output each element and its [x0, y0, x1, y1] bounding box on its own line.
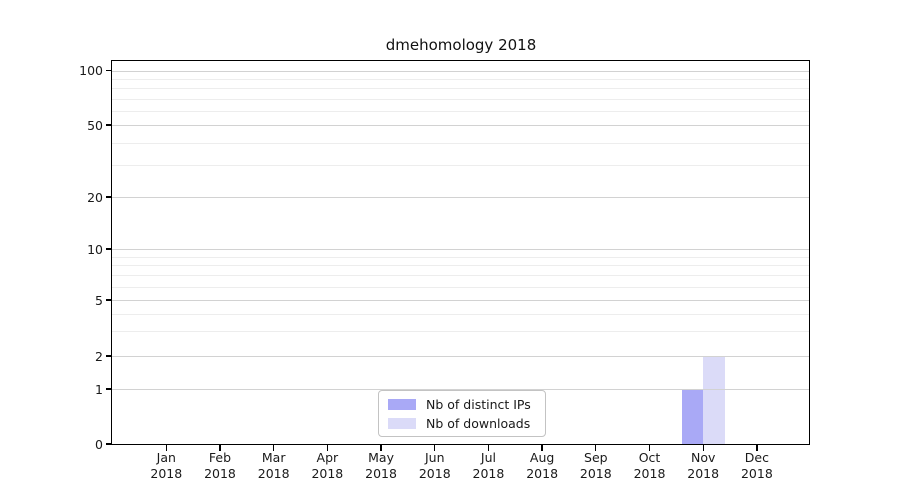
y-gridline-major [112, 300, 809, 301]
x-tick [541, 445, 543, 451]
y-tick [106, 248, 112, 250]
x-tick-label: Jan 2018 [131, 450, 201, 481]
legend: Nb of distinct IPs Nb of downloads [378, 390, 546, 437]
y-gridline-minor [112, 88, 809, 90]
x-tick-label-year: 2018 [311, 465, 344, 481]
y-tick-label: 50 [87, 117, 103, 133]
x-tick-label-month: Jun [424, 450, 445, 465]
x-tick [434, 445, 436, 451]
bar-distinct-ips [681, 389, 704, 444]
y-tick-label: 1 [95, 381, 103, 397]
x-tick-label-year: 2018 [472, 465, 505, 481]
x-tick-label-year: 2018 [526, 465, 559, 481]
x-tick-label-year: 2018 [204, 465, 236, 481]
x-tick-label-year: 2018 [150, 465, 183, 481]
y-tick-label: 2 [95, 348, 103, 364]
plot-area [111, 60, 810, 445]
y-gridline-minor [112, 275, 809, 277]
y-gridline-minor [112, 331, 809, 333]
legend-swatch-downloads-icon [388, 417, 416, 429]
y-gridline-minor [112, 256, 809, 258]
x-tick-label-month: Jan [156, 450, 176, 465]
x-tick-label-year: 2018 [633, 465, 666, 481]
x-tick-label: Dec 2018 [722, 450, 792, 481]
x-tick-label: Feb 2018 [185, 450, 255, 481]
x-tick-label-month: May [368, 450, 394, 465]
y-gridline-minor [112, 110, 809, 112]
y-gridline-major [112, 125, 809, 126]
y-gridline-minor [112, 286, 809, 288]
x-tick-label: Nov 2018 [668, 450, 738, 481]
y-tick-label: 20 [87, 189, 103, 205]
x-tick-label: May 2018 [346, 450, 416, 481]
x-tick-label-month: Dec [744, 450, 769, 465]
x-tick-label-month: Oct [638, 450, 661, 465]
x-tick-label-year: 2018 [257, 465, 290, 481]
y-gridline-major [112, 70, 809, 72]
y-tick [106, 443, 112, 445]
x-tick [326, 445, 329, 451]
y-gridline-minor [112, 98, 809, 100]
x-tick [219, 445, 221, 451]
x-tick-label: Oct 2018 [615, 450, 685, 481]
x-tick [648, 445, 651, 451]
x-tick [756, 445, 758, 451]
x-tick-label-year: 2018 [365, 465, 397, 481]
x-tick-label: Jul 2018 [453, 450, 523, 481]
y-gridline-major [112, 356, 809, 357]
x-tick-label-month: Feb [208, 450, 232, 465]
x-tick-label: Jun 2018 [400, 450, 470, 481]
y-tick [106, 388, 112, 390]
y-gridline-minor [112, 142, 809, 144]
y-gridline-minor [112, 313, 809, 315]
y-gridline-major [112, 249, 809, 250]
x-tick-label-year: 2018 [418, 465, 451, 481]
x-tick-label-month: Jul [480, 450, 496, 465]
x-tick-label-month: Nov [690, 450, 716, 465]
x-tick-label-month: Apr [316, 450, 339, 465]
x-tick-label-year: 2018 [687, 465, 720, 481]
x-tick-label-month: Sep [584, 450, 608, 465]
legend-item-downloads: Nb of downloads [388, 416, 545, 431]
y-tick [106, 70, 112, 72]
x-tick-label: Apr 2018 [292, 450, 362, 481]
x-tick-label-month: Aug [529, 450, 555, 465]
x-tick-label: Sep 2018 [561, 450, 631, 481]
x-tick [487, 445, 490, 451]
y-gridline-major [112, 389, 809, 390]
x-tick [380, 445, 382, 451]
y-gridline-major [112, 197, 809, 198]
y-gridline-minor [112, 265, 809, 267]
x-tick-label-month: Mar [261, 450, 286, 465]
x-tick-label-year: 2018 [579, 465, 612, 481]
x-tick [165, 445, 167, 451]
y-tick-label: 10 [87, 241, 103, 257]
legend-item-distinct-ips: Nb of distinct IPs [388, 397, 545, 412]
legend-swatch-distinct-ips-icon [388, 398, 416, 410]
y-gridline-minor [112, 165, 809, 167]
y-tick [106, 124, 112, 126]
y-tick [106, 196, 112, 198]
chart-title: dmehomology 2018 [385, 36, 537, 54]
y-tick-label: 100 [79, 63, 103, 79]
y-tick [106, 355, 112, 357]
y-tick [106, 299, 112, 301]
x-tick-label: Aug 2018 [507, 450, 577, 481]
y-gridline-minor [112, 78, 809, 80]
bar-downloads [703, 356, 725, 444]
x-tick-label: Mar 2018 [239, 450, 309, 481]
x-tick [702, 445, 704, 451]
x-tick-label-year: 2018 [740, 465, 773, 481]
y-tick-label: 5 [95, 292, 103, 308]
legend-label-downloads: Nb of downloads [426, 415, 531, 431]
x-tick [273, 445, 275, 451]
x-tick [595, 445, 597, 451]
legend-label-distinct-ips: Nb of distinct IPs [426, 396, 531, 412]
y-tick-label: 0 [95, 436, 103, 452]
